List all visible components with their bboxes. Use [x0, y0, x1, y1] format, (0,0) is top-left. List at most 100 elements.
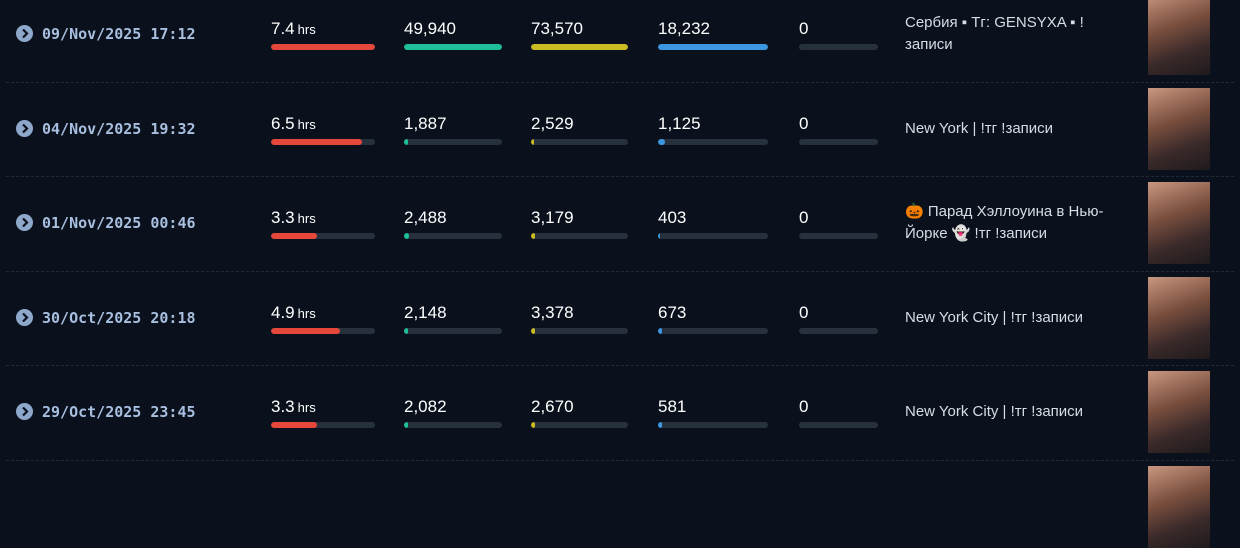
stat-bar	[658, 422, 662, 428]
stat-track	[531, 44, 628, 50]
expand-icon[interactable]	[16, 403, 33, 420]
stat-track	[658, 44, 768, 50]
stat-bar	[531, 327, 536, 334]
stat-bar	[658, 44, 768, 50]
stream-date: 04/Nov/2025 19:32	[42, 119, 196, 138]
stat-value: 49,940	[404, 19, 456, 39]
stat-track	[404, 233, 502, 239]
stat-number: 2,488	[404, 208, 447, 227]
expand-icon[interactable]	[16, 25, 33, 42]
stat-number: 49,940	[404, 19, 456, 38]
stream-row: 01/Nov/2025 00:46 3.3 hrs 2,488 3,179 403 0 🎃 П…	[0, 176, 1240, 272]
stat-track	[271, 138, 375, 145]
stat-bar	[531, 422, 535, 428]
stat-bar	[271, 327, 340, 334]
stream-title: 🎃 Парад Хэллоуина в Нью-Йорке 👻 !тг !зап…	[905, 203, 1104, 242]
stat-track	[799, 44, 878, 50]
expand-icon[interactable]	[16, 308, 33, 326]
stat-bar	[658, 233, 661, 239]
stat-value: 2,529	[531, 114, 574, 134]
stat-value: 0	[799, 208, 808, 228]
stat-track	[404, 327, 502, 334]
stat-number: 6.5	[271, 113, 295, 133]
stat-track	[658, 138, 768, 145]
stat-track	[271, 44, 375, 50]
stat-number: 73,570	[531, 19, 583, 38]
stat-track	[799, 327, 878, 334]
stream-date: 09/Nov/2025 17:12	[42, 25, 196, 43]
stat-value: 4.9 hrs	[271, 303, 316, 323]
stat-bar	[271, 138, 363, 145]
stat-number: 3,179	[531, 208, 574, 227]
stream-title: Сербия ▪ Тг: GENSYXA ▪ !записи	[905, 14, 1084, 53]
thumbnail[interactable]	[1148, 0, 1210, 75]
stat-value: 3.3 hrs	[271, 397, 316, 417]
thumbnail[interactable]	[1148, 87, 1210, 170]
stat-bar	[531, 138, 535, 145]
stat-track	[658, 233, 768, 239]
row-separator	[6, 365, 1234, 366]
stat-value: 1,887	[404, 114, 447, 134]
stat-number: 0	[799, 302, 809, 322]
stat-unit: hrs	[297, 305, 316, 321]
stat-track	[271, 422, 375, 428]
stream-row: 09/Nov/2025 17:12 7.4 hrs 49,940 73,570 18,23…	[0, 0, 1240, 83]
stat-value: 3,378	[531, 303, 574, 323]
stat-bar	[658, 138, 665, 145]
stat-bar	[658, 327, 663, 334]
stat-value: 0	[799, 303, 808, 323]
stat-bar	[531, 233, 536, 239]
expand-icon[interactable]	[16, 119, 33, 137]
stat-number: 4.9	[271, 302, 295, 322]
stat-value: 0	[799, 114, 808, 134]
stream-title: New York | !тг !записи	[905, 119, 1054, 137]
stat-bar	[531, 44, 628, 50]
stat-number: 403	[658, 208, 687, 227]
stat-value: 1,125	[658, 114, 701, 134]
stat-number: 1,887	[404, 113, 447, 133]
thumbnail[interactable]	[1148, 182, 1210, 264]
stat-value: 2,082	[404, 397, 447, 417]
stat-number: 3,378	[531, 302, 574, 322]
stream-title: New York City | !тг !записи	[905, 403, 1084, 420]
stat-bar	[404, 422, 409, 428]
stat-track	[404, 44, 502, 50]
stat-track	[404, 138, 502, 145]
stat-value: 6.5 hrs	[271, 114, 316, 134]
stat-bar	[271, 233, 318, 239]
stream-row: 29/Oct/2025 23:45 3.3 hrs 2,082 2,670 581 0 New…	[0, 365, 1240, 461]
stat-number: 3.3	[271, 397, 295, 416]
thumbnail[interactable]	[1148, 276, 1210, 359]
stat-track	[799, 233, 878, 239]
thumbnail[interactable]	[1148, 465, 1210, 548]
row-separator	[6, 459, 1234, 461]
stat-number: 1,125	[658, 113, 701, 133]
stat-value: 581	[658, 397, 686, 417]
stream-row: 30/Oct/2025 20:18 4.9 hrs 2,148 3,378 673 0 New…	[0, 271, 1240, 366]
stream-row: 04/Nov/2025 19:32 6.5 hrs 1,887 2,529 1,125 0 N…	[0, 82, 1240, 177]
stat-track	[271, 327, 375, 334]
stat-number: 0	[799, 208, 809, 227]
stat-track	[799, 138, 878, 145]
stat-track	[531, 327, 628, 334]
stat-number: 3.3	[271, 208, 295, 227]
stat-bar	[404, 233, 409, 239]
stat-number: 0	[799, 397, 809, 416]
stat-bar	[404, 138, 408, 145]
row-separator	[6, 270, 1234, 272]
stat-unit: hrs	[297, 116, 316, 132]
stat-value: 18,232	[658, 19, 710, 39]
expand-icon[interactable]	[16, 214, 33, 231]
stat-value: 3,179	[531, 208, 574, 228]
stat-number: 7.4	[271, 19, 295, 38]
stream-date: 01/Nov/2025 00:46	[42, 214, 196, 232]
row-separator	[6, 176, 1234, 177]
stat-track	[531, 233, 628, 239]
stat-value: 2,488	[404, 208, 447, 228]
stat-number: 2,529	[531, 113, 574, 133]
stream-date: 30/Oct/2025 20:18	[42, 308, 196, 327]
stat-value: 2,148	[404, 303, 447, 323]
thumbnail[interactable]	[1148, 371, 1210, 453]
stat-value: 403	[658, 208, 686, 228]
